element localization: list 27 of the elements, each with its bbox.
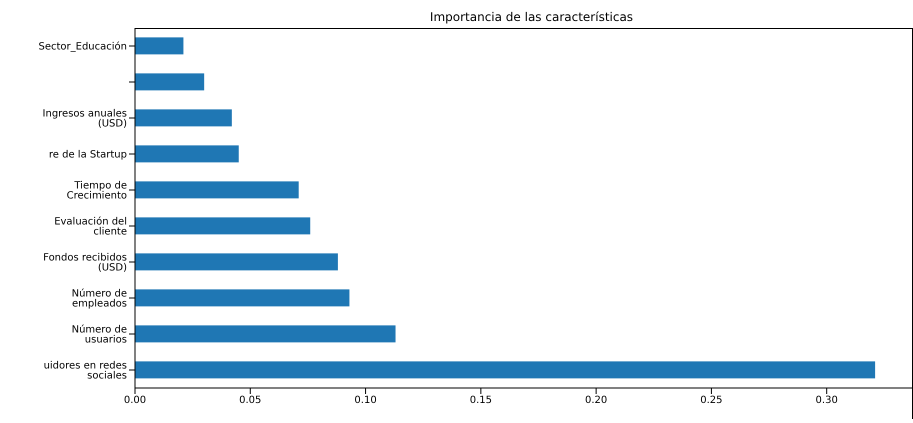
bar xyxy=(135,289,350,306)
bar xyxy=(135,145,239,162)
bar xyxy=(135,325,396,342)
bar xyxy=(135,109,232,126)
y-tick-label: Sector_Educación xyxy=(38,42,127,53)
x-tick-label: 0.00 xyxy=(124,395,146,406)
x-tick-label: 0.25 xyxy=(700,395,723,406)
y-tick-label: re de la Startup xyxy=(48,150,127,161)
x-tick-label: 0.05 xyxy=(239,395,262,406)
bar xyxy=(135,181,299,198)
y-tick-label: uidores en redes sociales xyxy=(44,360,127,382)
y-tick-label: Número de usuarios xyxy=(72,324,127,346)
x-tick-label: 0.10 xyxy=(354,395,377,406)
y-tick-label: Evaluación del cliente xyxy=(54,216,127,238)
bar xyxy=(135,37,184,54)
x-tick-label: 0.20 xyxy=(584,395,608,406)
bar xyxy=(135,73,204,90)
bar xyxy=(135,217,310,234)
bar xyxy=(135,253,338,270)
y-tick-label: Ingresos anuales (USD) xyxy=(42,108,128,130)
x-tick-label: 0.15 xyxy=(470,395,492,406)
bar xyxy=(135,361,876,378)
y-tick-label: Número de empleados xyxy=(72,288,127,310)
y-tick-label: Tiempo de Crecimiento xyxy=(66,180,127,202)
x-tick-label: 0.30 xyxy=(816,395,838,406)
y-tick-label: Fondos recibidos (USD) xyxy=(43,252,128,274)
chart-title: Importancia de las características xyxy=(428,10,634,24)
